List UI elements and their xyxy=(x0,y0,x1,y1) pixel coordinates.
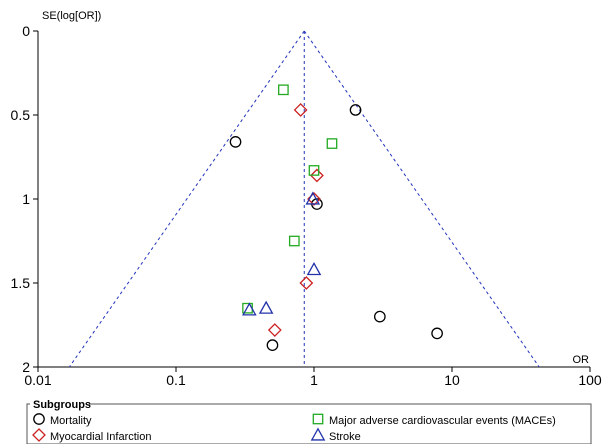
point-circle xyxy=(373,310,386,323)
x-tick-label: 0.01 xyxy=(24,372,51,388)
point-square xyxy=(278,84,289,96)
x-tick-label: 10 xyxy=(444,372,460,388)
legend-marker-triangle xyxy=(310,427,326,441)
x-axis-title: OR xyxy=(573,354,590,366)
point-circle xyxy=(431,327,443,340)
y-tick-label: 1 xyxy=(22,191,30,207)
legend-entry-label: Stroke xyxy=(329,431,361,443)
legend-entry-label: Myocardial Infarction xyxy=(50,431,152,443)
point-diamond xyxy=(299,276,314,290)
legend-marker-diamond xyxy=(32,428,46,442)
point-triangle xyxy=(242,302,257,316)
legend-marker-circle xyxy=(33,413,45,425)
data-points xyxy=(229,84,443,352)
point-circle xyxy=(349,104,362,116)
funnel-limits xyxy=(68,30,540,368)
plot-axes: 0 0.5 1 1.5 20.01 0.1 1 10 100 SE(log[OR]) OR xyxy=(11,10,602,388)
funnel-right-limit xyxy=(303,30,540,368)
point-circle xyxy=(266,339,279,352)
legend-marker-square xyxy=(312,413,324,425)
funnel-left-limit xyxy=(68,30,305,368)
point-diamond xyxy=(310,168,324,183)
point-square xyxy=(288,235,300,247)
point-square xyxy=(308,165,320,176)
point-diamond xyxy=(293,103,308,117)
legend-entry-label: Major adverse cardiovascular events (MAC… xyxy=(329,415,556,427)
legend-entry-label: Mortality xyxy=(50,415,92,427)
legend: Subgroups Mortality Myocardial Infarction M… xyxy=(26,399,592,444)
point-triangle xyxy=(258,300,274,314)
legend-frame xyxy=(26,403,592,444)
y-axis-title: SE(log[OR]) xyxy=(42,10,101,22)
x-tick-label: 100 xyxy=(578,372,602,388)
legend-title: Subgroups xyxy=(33,399,91,411)
point-square xyxy=(326,138,338,149)
y-tick-label: 1.5 xyxy=(11,275,31,291)
x-tick-label: 0.1 xyxy=(166,372,186,388)
y-tick-label: 0 xyxy=(22,23,30,39)
y-tick-label: 0.5 xyxy=(11,107,31,123)
point-diamond xyxy=(267,323,282,337)
y-tick-label: 2 xyxy=(22,359,30,375)
point-triangle xyxy=(305,191,321,205)
point-circle xyxy=(229,136,242,148)
point-triangle xyxy=(306,262,322,276)
x-tick-label: 1 xyxy=(310,372,318,388)
